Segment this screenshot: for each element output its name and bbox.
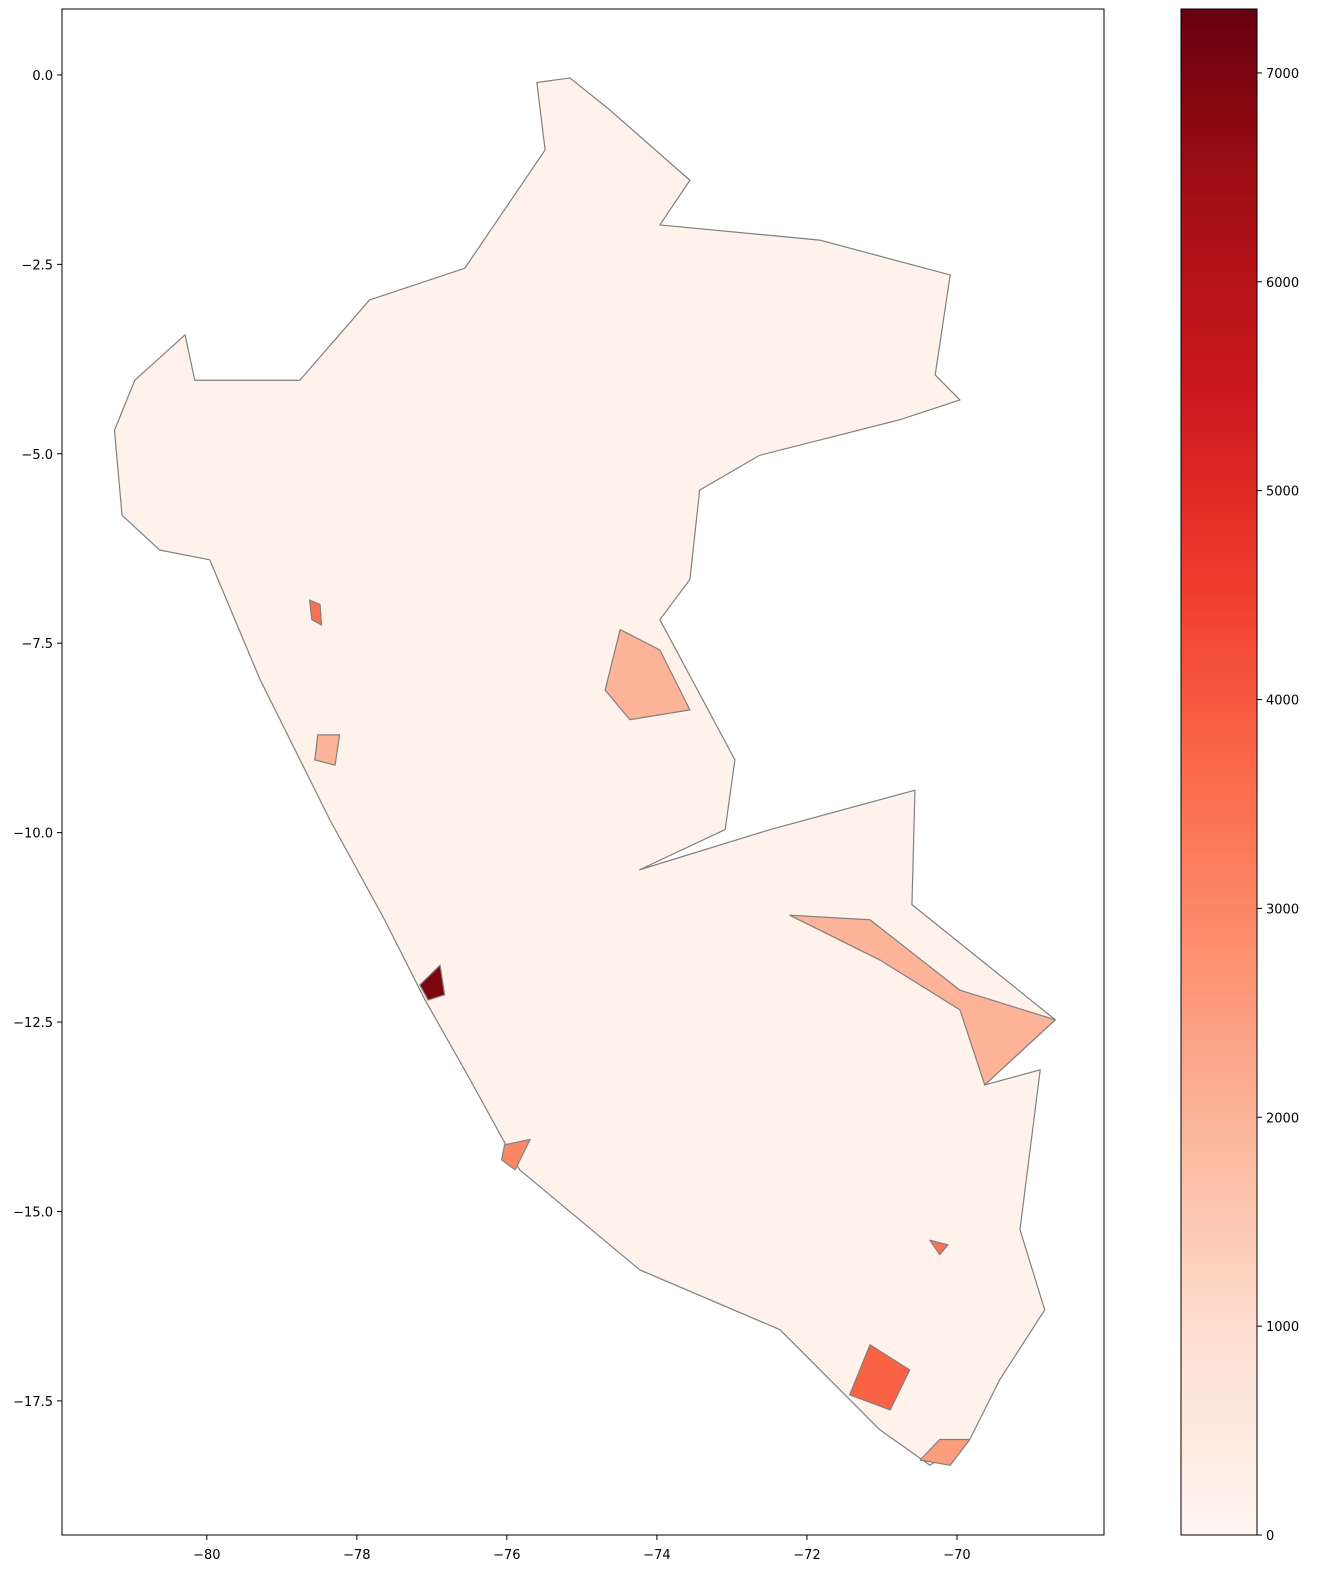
region — [308, 599, 323, 626]
colorbar — [1180, 8, 1258, 1536]
colorbar-tick-label: 6000 — [1266, 276, 1299, 291]
y-tick-label: −2.5 — [21, 258, 53, 273]
y-tick-label: −12.5 — [13, 1016, 53, 1031]
y-tick-label: −15.0 — [13, 1205, 53, 1220]
region — [501, 1138, 531, 1171]
y-tick-label: −7.5 — [21, 637, 53, 652]
x-tick-label: −80 — [193, 1548, 220, 1563]
x-tick-label: −74 — [643, 1548, 670, 1563]
axes-frame — [61, 8, 1105, 1536]
region — [919, 1438, 971, 1466]
y-tick-label: 0.0 — [32, 69, 53, 84]
colorbar-tick-label: 3000 — [1266, 902, 1299, 917]
y-tick-label: −10.0 — [13, 827, 53, 842]
colorbar-tick-label: 7000 — [1266, 67, 1299, 82]
x-tick-label: −76 — [493, 1548, 520, 1563]
colorbar-tick-label: 0 — [1266, 1529, 1274, 1544]
colorbar-tick-label: 2000 — [1266, 1111, 1299, 1126]
colorbar-tick-label: 5000 — [1266, 485, 1299, 500]
x-tick-label: −78 — [343, 1548, 370, 1563]
region — [929, 1239, 949, 1256]
region — [113, 77, 1056, 1466]
x-tick-label: −70 — [943, 1548, 970, 1563]
region — [604, 628, 691, 721]
region — [849, 1344, 911, 1411]
region — [314, 734, 341, 766]
region — [419, 964, 446, 1001]
colorbar-tick-label: 4000 — [1266, 694, 1299, 709]
x-tick-label: −72 — [793, 1548, 820, 1563]
region — [789, 914, 1056, 1086]
y-tick-label: −5.0 — [21, 448, 53, 463]
colorbar-tick-label: 1000 — [1266, 1320, 1299, 1335]
y-tick-label: −17.5 — [13, 1395, 53, 1410]
